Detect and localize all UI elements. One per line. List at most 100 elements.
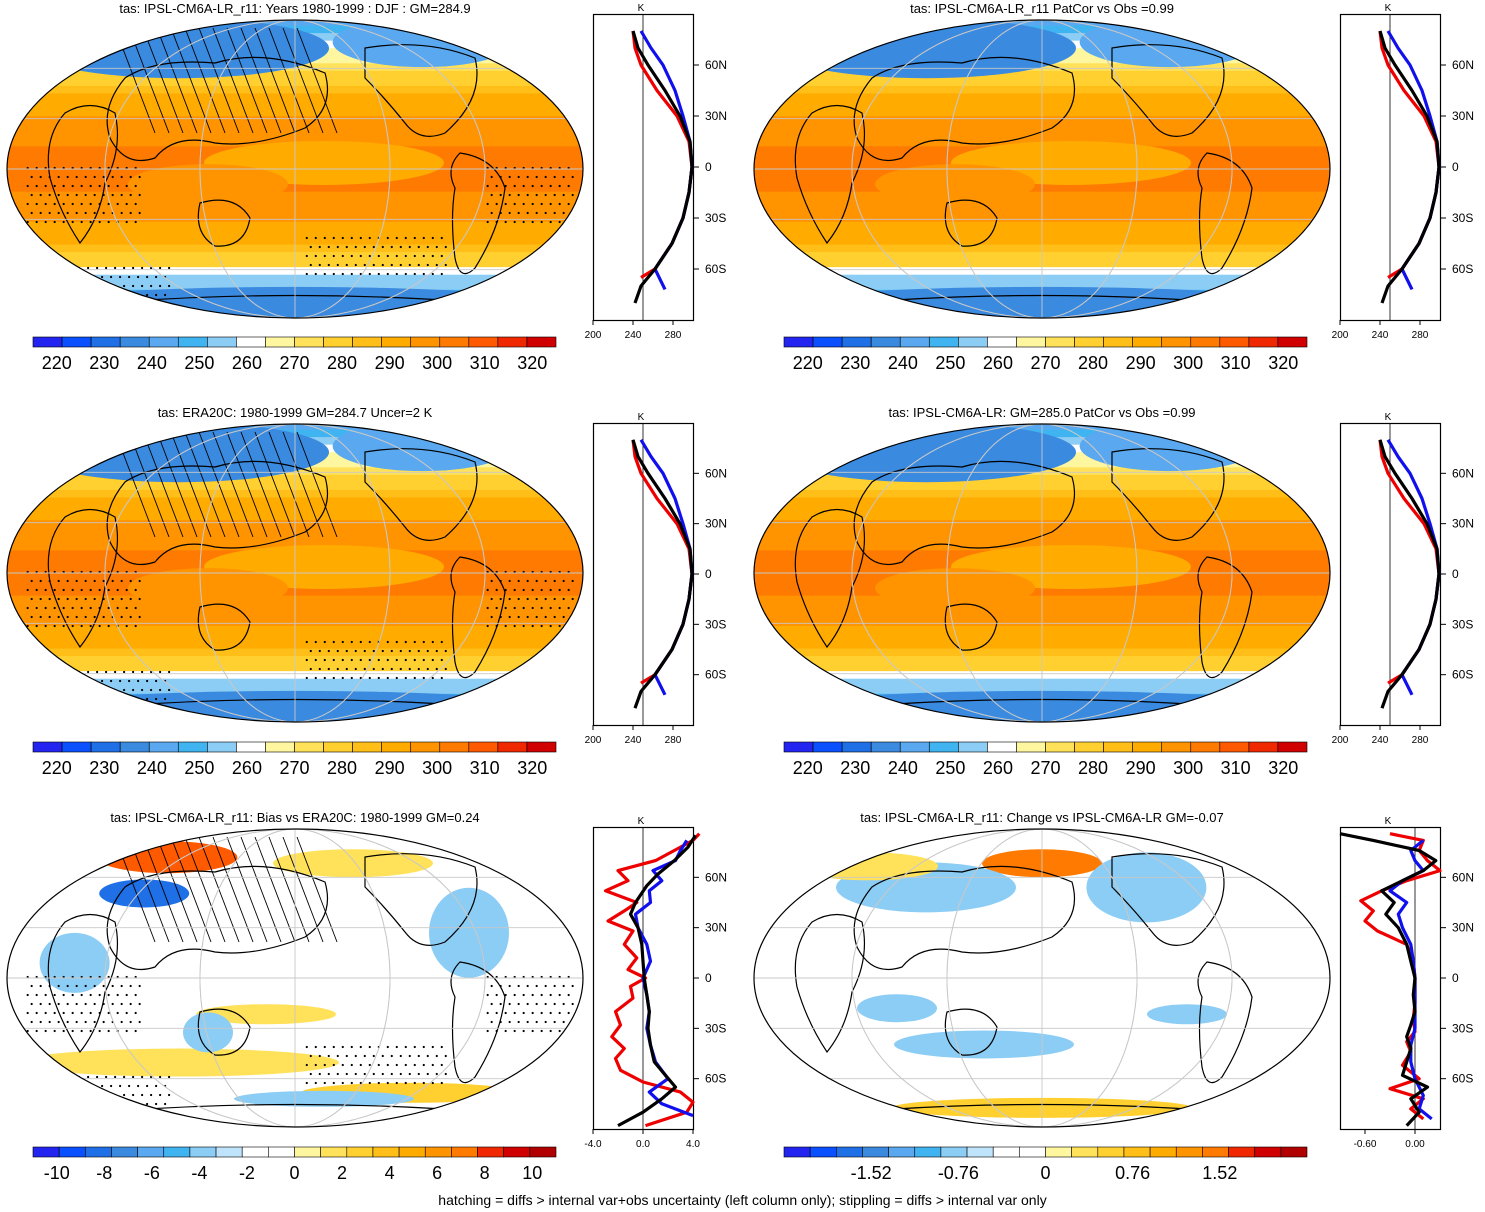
stipple-dot <box>444 649 447 653</box>
stipple-dot <box>47 275 50 279</box>
stipple-dot <box>159 670 162 674</box>
stipple-dot <box>314 1081 317 1085</box>
colorbar-swatch <box>870 336 901 348</box>
stipple-dot <box>309 1054 312 1058</box>
stipple-dot <box>132 284 135 288</box>
colorbar: 220 230 240 250 260 270 280 290 300 310 320 <box>32 741 557 778</box>
colorbar-swatch <box>61 336 92 348</box>
stipple-dot <box>535 579 538 583</box>
hatch-line <box>170 431 212 538</box>
hatch-line <box>170 27 212 134</box>
colorbar-swatch <box>497 336 528 348</box>
stipple-dot <box>486 993 489 997</box>
stipple-dot <box>522 588 525 592</box>
stipple-dot <box>386 254 389 258</box>
stipple-dot <box>504 166 507 170</box>
stipple-dot <box>44 202 47 206</box>
colorbar-tick-label: 290 <box>375 758 405 778</box>
stipple-dot <box>499 615 502 619</box>
stipple-dot <box>98 588 101 592</box>
stipple-dot <box>26 202 29 206</box>
stipple-dot <box>107 184 110 188</box>
stipple-dot <box>531 975 534 979</box>
lat-tick-label: 60S <box>1452 1072 1473 1086</box>
stipple-dot <box>513 1029 516 1033</box>
stipple-dot <box>128 697 131 701</box>
stipple-dot <box>535 984 538 988</box>
stipple-dot <box>444 263 447 267</box>
stipple-dot <box>495 570 498 574</box>
stipple-dot <box>30 615 33 619</box>
stipple-dot <box>26 993 29 997</box>
stipple-dot <box>84 1002 87 1006</box>
stipple-dot <box>350 1045 353 1049</box>
stipple-dot <box>102 597 105 601</box>
stipple-dot <box>408 1072 411 1076</box>
stipple-dot <box>499 175 502 179</box>
stipple-dot <box>111 193 114 197</box>
colorbar-swatch <box>958 336 988 348</box>
stipple-dot <box>531 1029 534 1033</box>
stipple-dot <box>359 1045 362 1049</box>
map-anomaly <box>776 20 1076 79</box>
colorbar-swatch <box>1103 336 1133 348</box>
colorbar-swatch <box>398 1146 426 1158</box>
colorbar-swatch <box>148 336 179 348</box>
stipple-dot <box>107 1011 110 1015</box>
map <box>6 19 584 319</box>
coastline <box>1111 853 1225 946</box>
stipple-dot <box>62 166 65 170</box>
coastline <box>450 152 506 275</box>
stipple-dot <box>98 993 101 997</box>
profile-line-red <box>631 439 694 685</box>
stipple-dot <box>168 1093 171 1097</box>
stipple-dot <box>381 649 384 653</box>
stipple-dot <box>395 272 398 276</box>
stipple-dot <box>84 597 87 601</box>
stipple-dot <box>71 606 74 610</box>
stipple-dot <box>535 211 538 215</box>
stipple-dot <box>495 202 498 206</box>
stipple-dot <box>107 588 110 592</box>
stipple-dot <box>535 175 538 179</box>
coastline <box>1197 556 1253 679</box>
stipple-dot <box>125 166 128 170</box>
stipple-dot <box>368 254 371 258</box>
stipple-dot <box>125 184 128 188</box>
stipple-dot <box>526 175 529 179</box>
stipple-dot <box>105 1093 108 1097</box>
colorbar-tick-label: 300 <box>1173 353 1203 373</box>
stipple-dot <box>116 1011 119 1015</box>
stipple-dot <box>486 1011 489 1015</box>
lat-tick-label: 30N <box>1452 109 1474 123</box>
stipple-dot <box>513 624 516 628</box>
stipple-dot <box>323 236 326 240</box>
colorbar-tick-label: 260 <box>983 353 1013 373</box>
stipple-dot <box>116 975 119 979</box>
x-tick-label: 0.00 <box>1405 1139 1425 1150</box>
colorbar-swatch <box>914 1146 942 1158</box>
colorbar-tick-label: 280 <box>1078 758 1108 778</box>
stipple-dot <box>119 293 122 297</box>
stipple-dot <box>123 1075 126 1079</box>
stipple-dot <box>48 1002 51 1006</box>
colorbar-tick-label: 280 <box>327 758 357 778</box>
stipple-dot <box>408 667 411 671</box>
x-tick-label: 200 <box>585 735 602 746</box>
stipple-dot <box>426 649 429 653</box>
stipple-dot <box>87 670 90 674</box>
stipple-dot <box>138 615 141 619</box>
map-anomaly <box>875 568 1035 609</box>
colorbar-swatch <box>410 741 441 753</box>
stipple-dot <box>87 1075 90 1079</box>
stipple-dot <box>318 245 321 249</box>
stipple-dot <box>404 1045 407 1049</box>
stipple-dot <box>549 1011 552 1015</box>
colorbar-tick-label: 230 <box>89 353 119 373</box>
stipple-dot <box>540 993 543 997</box>
stipple-dot <box>138 597 141 601</box>
stipple-dot <box>83 275 86 279</box>
coastline <box>106 865 329 971</box>
colorbar-swatch <box>1016 336 1046 348</box>
stipple-dot <box>125 624 128 628</box>
